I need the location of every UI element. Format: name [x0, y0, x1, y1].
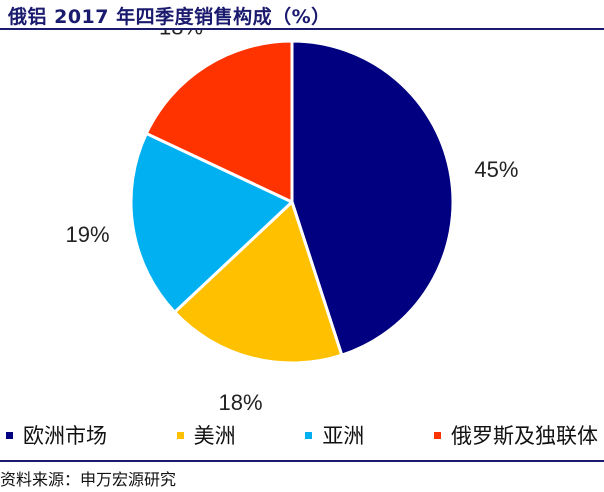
legend-item-europe: 欧洲市场 — [6, 420, 107, 450]
legend-item-asia: 亚洲 — [305, 420, 364, 450]
legend-label-europe: 欧洲市场 — [23, 424, 107, 448]
legend-swatch-europe — [6, 431, 13, 439]
data-label-asia: 19% — [66, 222, 110, 247]
legend-swatch-asia — [305, 431, 313, 439]
pie-slice-asia — [129, 131, 294, 314]
pie-slice-russia-cis — [144, 39, 294, 204]
pie-slice-europe — [290, 39, 455, 357]
legend-label-russia-cis: 俄罗斯及独联体 — [450, 424, 598, 448]
data-label-russia-cis: 18% — [159, 30, 203, 40]
legend-item-russia-cis: 俄罗斯及独联体 — [433, 420, 598, 450]
legend-item-americas: 美洲 — [176, 420, 236, 450]
title-divider — [0, 28, 604, 30]
chart-legend: 欧洲市场 美洲 亚洲 俄罗斯及独联体 — [0, 420, 604, 450]
data-label-europe: 45% — [474, 157, 518, 182]
legend-swatch-americas — [176, 431, 184, 439]
source-note: 资料来源：申万宏源研究 — [0, 470, 177, 489]
chart-title: 俄铝 2017 年四季度销售构成（%） — [8, 6, 331, 28]
pie-chart: 45% 18% 19% 18% — [66, 30, 519, 415]
legend-label-asia: 亚洲 — [322, 424, 365, 448]
source-divider — [0, 460, 604, 462]
pie-slice-americas — [173, 200, 344, 365]
data-label-americas: 18% — [218, 390, 262, 415]
legend-swatch-russia-cis — [433, 431, 441, 439]
legend-label-americas: 美洲 — [193, 424, 236, 448]
